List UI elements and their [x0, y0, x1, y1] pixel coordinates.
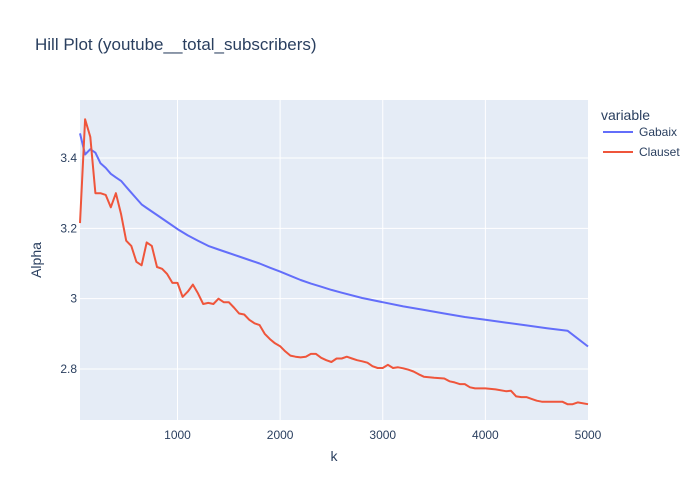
y-axis-title: Alpha: [28, 242, 44, 278]
legend-title: variable: [601, 107, 650, 123]
plot-area: [80, 100, 588, 420]
series-line-gabaix: [79, 133, 589, 348]
x-tick-label: 3000: [369, 428, 396, 442]
x-axis-ticks: 1000 2000 3000 4000 5000: [164, 428, 602, 442]
y-tick-label: 2.8: [60, 362, 77, 376]
y-tick-label: 3: [70, 292, 77, 306]
x-tick-label: 2000: [267, 428, 294, 442]
series-lines: [79, 118, 589, 406]
x-tick-label: 4000: [472, 428, 499, 442]
x-tick-label: 5000: [575, 428, 602, 442]
series-line-clauset: [79, 118, 589, 406]
legend-label-gabaix: Gabaix: [639, 125, 677, 139]
chart-title: Hill Plot (youtube__total_subscribers): [35, 35, 317, 54]
x-tick-label: 1000: [164, 428, 191, 442]
grid-lines: [80, 100, 588, 420]
y-axis-ticks: 2.8 3 3.2 3.4: [60, 151, 77, 376]
y-tick-label: 3.2: [60, 221, 77, 235]
y-tick-label: 3.4: [60, 151, 77, 165]
legend[interactable]: variable Gabaix Clauset: [601, 107, 680, 159]
x-axis-title: k: [331, 448, 339, 464]
legend-label-clauset: Clauset: [639, 145, 680, 159]
